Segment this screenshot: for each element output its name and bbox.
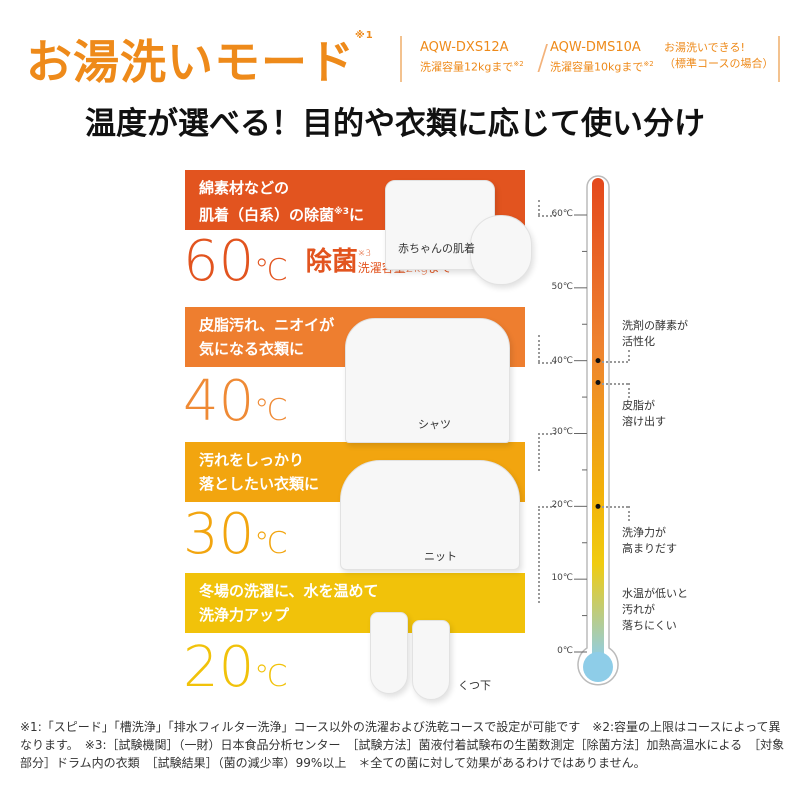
connector	[538, 200, 540, 215]
sock-image	[412, 620, 450, 700]
connector	[538, 506, 540, 603]
thermometer-annotation: 水温が低いと 汚れが 落ちにくい	[622, 587, 688, 632]
connector	[628, 382, 630, 398]
temperature-marker	[595, 503, 601, 509]
availability-note: お湯洗いできる! （標準コースの場合）	[664, 41, 774, 70]
footnotes: ※1:「スピード」「槽洗浄」「排水フィルター洗浄」コース以外の洗濯および洗乾コー…	[20, 720, 785, 770]
connector	[538, 215, 556, 217]
headline: 温度が選べる！目的や衣類に応じて使い分け	[85, 106, 705, 142]
model-1: AQW-DXS12A 洗濯容量12kgまで※2	[420, 40, 524, 74]
thermometer	[574, 175, 619, 686]
connector	[538, 362, 556, 364]
thermometer-annotation: 皮脂が 溶け出す	[622, 399, 666, 428]
divider: /	[537, 38, 549, 78]
mode-20-description: 冬場の洗濯に、水を温めて 洗浄力アップ	[185, 573, 525, 633]
model-2: AQW-DMS10A 洗濯容量10kgまで※2	[550, 40, 654, 74]
tick-label: 60℃	[551, 209, 573, 219]
item-label: 赤ちゃんの肌着	[398, 242, 475, 255]
mode-20-temp: 20℃	[183, 635, 288, 700]
connector	[602, 506, 628, 509]
mode-60-temp: 60℃ 除菌※3洗濯容量2kgまで	[183, 229, 452, 294]
connector	[602, 382, 628, 385]
connector	[538, 433, 556, 435]
thermometer-annotation: 洗浄力が 高まりだす	[622, 526, 677, 555]
mode-30-temp: 30℃	[183, 502, 288, 567]
connector	[538, 506, 556, 508]
sock-image	[370, 612, 408, 694]
tick-label: 10℃	[551, 573, 573, 583]
connector	[538, 433, 540, 471]
baby-bib-image	[470, 215, 532, 285]
tick-label: 50℃	[551, 282, 573, 292]
temperature-marker	[595, 380, 601, 386]
thermometer-annotation: 洗剤の酵素が 活性化	[622, 319, 688, 348]
mode-40-temp: 40℃	[183, 369, 288, 434]
item-label: くつ下	[458, 679, 491, 692]
knit-sweater-image	[340, 460, 520, 570]
thermometer-bulb	[583, 652, 613, 682]
tick-label: 0℃	[557, 646, 573, 656]
connector	[538, 335, 540, 362]
item-label: シャツ	[418, 418, 451, 431]
item-label: ニット	[424, 550, 457, 563]
page-title: お湯洗いモード※1	[26, 30, 374, 89]
connector	[628, 506, 630, 522]
thermometer-fill	[592, 178, 604, 660]
tick-label: 20℃	[551, 500, 573, 510]
connector	[628, 350, 630, 361]
model-info-box: AQW-DXS12A 洗濯容量12kgまで※2 / AQW-DMS10A 洗濯容量1…	[400, 36, 780, 82]
temperature-marker	[595, 358, 601, 364]
shirt-image	[345, 318, 510, 443]
tick-label: 40℃	[551, 356, 573, 366]
connector	[602, 360, 628, 363]
tick-label: 30℃	[551, 427, 573, 437]
